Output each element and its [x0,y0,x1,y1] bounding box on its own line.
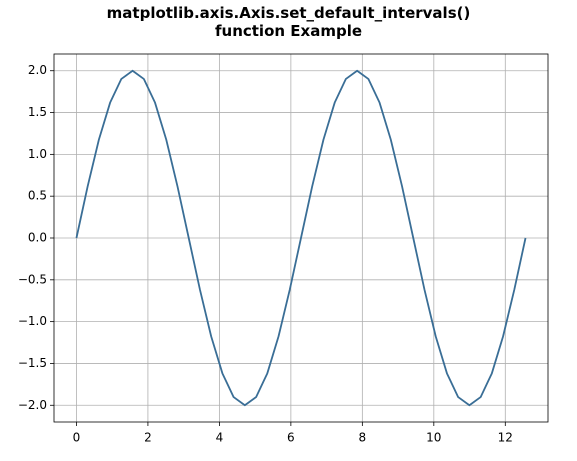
y-tick-label: 0.5 [28,189,47,203]
x-tick-label: 10 [426,431,441,445]
plot-frame [53,53,549,423]
x-tick-label: 12 [498,431,513,445]
x-tick-label: 4 [216,431,224,445]
y-tick-label: −2.0 [18,398,47,412]
y-tick-label: 2.0 [28,63,47,77]
y-tick-label: −1.0 [18,314,47,328]
chart-title: matplotlib.axis.Axis.set_default_interva… [106,4,471,40]
x-tick-label: 2 [144,431,152,445]
x-tick-label: 6 [287,431,295,445]
y-tick-label: −1.5 [18,356,47,370]
x-tick-label: 0 [73,431,81,445]
y-tick-label: 0.0 [28,231,47,245]
x-tick-label: 8 [359,431,367,445]
y-tick-label: −0.5 [18,272,47,286]
y-tick-label: 1.0 [28,147,47,161]
line [75,69,527,407]
y-tick-label: 1.5 [28,105,47,119]
